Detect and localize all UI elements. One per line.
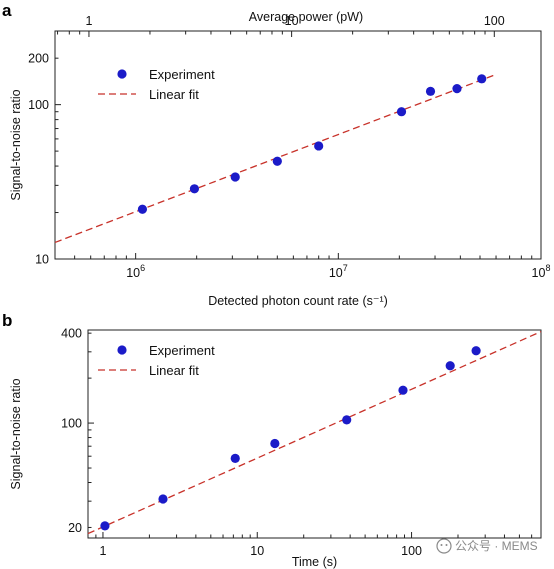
legend-label: Linear fit [149,363,199,378]
top-axis-title: Average power (pW) [249,10,363,24]
data-point [272,156,282,166]
legend-marker [117,69,127,79]
watermark-text: 公众号 · MEMS [455,539,538,553]
data-point [100,521,110,531]
legend-marker [117,345,127,355]
data-point [452,84,462,94]
panel-letter: b [2,311,12,330]
x-axis-title: Detected photon count rate (s⁻¹) [208,294,388,308]
y-tick-label: 100 [61,417,82,431]
x-axis-title: Time (s) [292,555,337,569]
data-point [471,346,481,356]
legend-label: Experiment [149,67,215,82]
data-point [158,494,168,504]
wechat-icon-eye [440,544,443,546]
legend-label: Experiment [149,343,215,358]
data-point [137,204,148,214]
wechat-icon [436,538,452,554]
data-point [477,74,487,84]
x-tick-label: 100 [401,544,422,558]
data-point [396,107,407,117]
x-tick-label: 1 [99,544,106,558]
x-tick-label: 10 [250,544,264,558]
data-point [270,438,280,449]
panel-a: a 106 107 108 10 100 200 1 10 100 Average power (p… [2,1,550,308]
data-point [342,415,352,425]
y-tick-label: 400 [61,327,82,341]
y-tick-label: 100 [28,98,49,112]
data-point [398,385,408,395]
data-point [189,184,200,194]
top-tick-label: 1 [85,14,92,28]
y-tick-label: 200 [28,52,49,66]
top-tick-label: 10 [285,14,299,28]
x-tick-label: 107 [329,263,348,280]
panel-b: b 1 10 100 20 100 400 Time (s) Signal-to-noise r… [2,311,542,569]
data-point [314,141,324,151]
top-tick-label: 100 [484,14,505,28]
y-axis-title: Signal-to-noise ratio [9,89,23,200]
x-tick-label: 108 [532,263,551,280]
fit-line [87,330,542,535]
wechat-icon-eye [445,544,448,546]
data-point [230,453,240,464]
y-tick-label: 10 [35,253,49,267]
plot-frame [87,329,542,539]
y-axis-title: Signal-to-noise ratio [9,378,23,489]
data-point [445,361,455,371]
data-point [425,86,436,96]
watermark: 公众号 · MEMS [436,538,538,554]
legend-label: Linear fit [149,87,199,102]
y-tick-label: 20 [68,521,82,535]
panel-letter: a [2,1,12,20]
x-tick-label: 106 [126,263,145,280]
data-point [230,172,240,182]
plot-frame [54,30,542,260]
